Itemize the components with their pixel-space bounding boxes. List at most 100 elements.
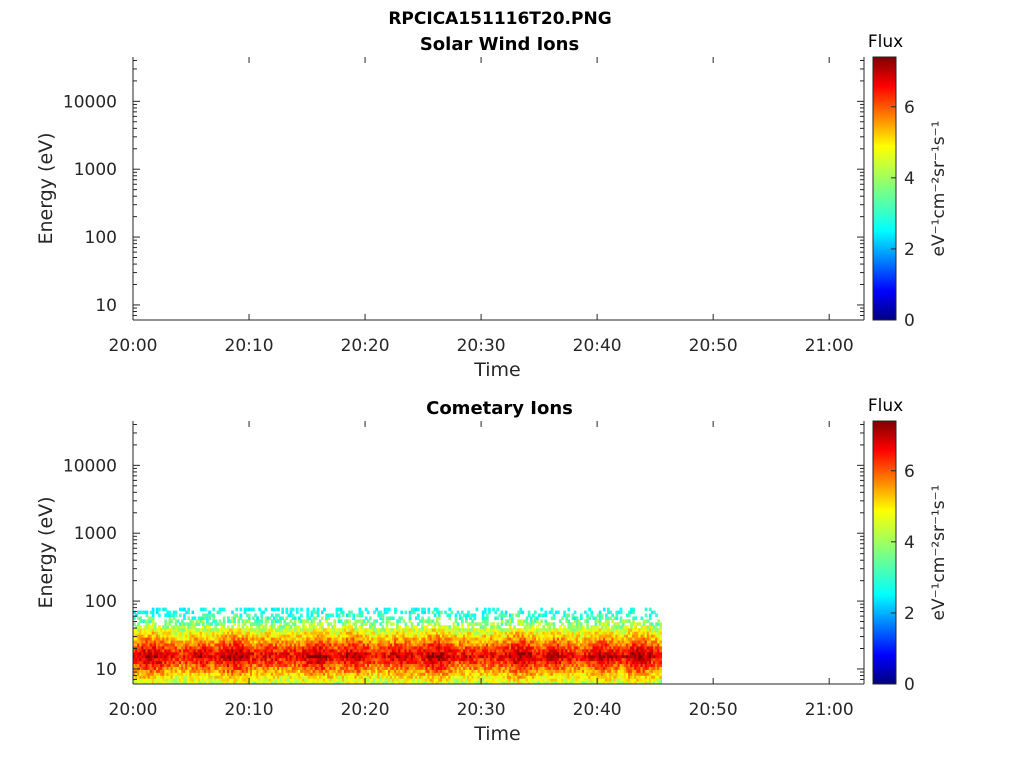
spectrogram-cell [252, 669, 255, 673]
spectrogram-cell [327, 642, 330, 647]
spectrogram-cell [542, 645, 546, 650]
spectrogram-cell [435, 616, 439, 620]
spectrogram-cell [467, 642, 470, 647]
spectrogram-cell [364, 616, 368, 620]
spectrogram-cell [155, 672, 159, 676]
spectrogram-cell [404, 639, 408, 644]
spectrogram-cell [490, 663, 493, 667]
spectrogram-cell [331, 634, 335, 638]
spectrogram-cell [229, 663, 232, 667]
spectrogram-cell [442, 663, 445, 667]
spectrogram-cell [162, 657, 165, 662]
spectrogram-cell [151, 675, 155, 679]
spectrogram-cell [398, 669, 401, 673]
spectrogram-cell [346, 672, 349, 676]
spectrogram-cell [304, 681, 307, 684]
spectrogram-cell [521, 681, 525, 684]
spectrogram-cell [199, 637, 203, 641]
spectrogram-cell [329, 634, 333, 638]
spectrogram-cell [385, 675, 389, 679]
spectrogram-cell [187, 654, 190, 659]
spectrogram-cell [348, 651, 351, 656]
spectrogram-cell [304, 672, 307, 676]
spectrogram-cell [300, 651, 303, 656]
spectrogram-cell [158, 672, 161, 676]
spectrogram-cell [582, 639, 585, 644]
spectrogram-cell [272, 657, 276, 662]
spectrogram-cell [506, 639, 510, 644]
spectrogram-cell [410, 648, 414, 653]
spectrogram-cell [586, 625, 589, 629]
spectrogram-cell [164, 631, 168, 635]
spectrogram-cell [427, 666, 431, 670]
spectrogram-cell [239, 663, 243, 667]
spectrogram-cell [534, 634, 537, 638]
spectrogram-cell [387, 666, 391, 670]
x-tick-label: 20:20 [341, 336, 390, 356]
spectrogram-cell [145, 660, 149, 665]
spectrogram-cell [352, 651, 355, 656]
spectrogram-cell [201, 634, 205, 638]
spectrogram-cell [147, 672, 151, 676]
spectrogram-cell [546, 660, 550, 665]
spectrogram-cell [193, 672, 197, 676]
spectrogram-cell [513, 669, 516, 673]
spectrogram-cell [264, 660, 268, 665]
spectrogram-cell [469, 657, 472, 662]
spectrogram-cell [433, 642, 437, 647]
spectrogram-cell [538, 631, 541, 635]
spectrogram-cell [145, 672, 149, 676]
spectrogram-cell [500, 669, 504, 673]
spectrogram-cell [508, 663, 512, 667]
spectrogram-cell [406, 651, 410, 656]
spectrogram-cell [479, 631, 483, 635]
spectrogram-cell [302, 622, 305, 626]
spectrogram-cell [181, 607, 184, 612]
spectrogram-cell [567, 628, 571, 632]
spectrogram-cell [442, 678, 445, 682]
spectrogram-cell [174, 610, 178, 615]
spectrogram-cell [396, 642, 399, 647]
spectrogram-cell [304, 639, 307, 644]
spectrogram-cell [348, 613, 351, 618]
spectrogram-cell [396, 657, 399, 662]
spectrogram-cell [275, 681, 278, 684]
spectrogram-cell [352, 631, 355, 635]
spectrogram-cell [149, 648, 153, 653]
spectrogram-cell [306, 645, 310, 650]
spectrogram-cell [586, 642, 589, 647]
spectrogram-cell [479, 666, 483, 670]
spectrogram-cell [523, 645, 527, 650]
spectrogram-cell [523, 666, 527, 670]
spectrogram-cell [181, 672, 184, 676]
spectrogram-cell [320, 654, 324, 659]
spectrogram-cell [575, 675, 579, 679]
spectrogram-cell [356, 628, 360, 632]
spectrogram-cell [448, 607, 452, 612]
spectrogram-cell [226, 625, 230, 629]
spectrogram-cell [348, 619, 351, 623]
spectrogram-cell [364, 681, 368, 684]
spectrogram-cell [354, 628, 358, 632]
spectrogram-cell [231, 637, 234, 641]
spectrogram-cell [201, 645, 205, 650]
spectrogram-cell [277, 642, 280, 647]
spectrogram-cell [352, 657, 355, 662]
spectrogram-cell [183, 631, 186, 635]
spectrogram-cell [350, 628, 353, 632]
spectrogram-cell [440, 678, 443, 682]
spectrogram-cell [421, 616, 424, 620]
spectrogram-cell [275, 628, 278, 632]
spectrogram-cell [279, 663, 282, 667]
spectrogram-cell [155, 675, 159, 679]
spectrogram-cell [208, 678, 211, 682]
spectrogram-cell [291, 663, 295, 667]
spectrogram-cell [191, 672, 195, 676]
spectrogram-cell [544, 666, 548, 670]
spectrogram-cell [224, 651, 228, 656]
spectrogram-cell [277, 607, 280, 612]
spectrogram-cell [575, 619, 579, 623]
spectrogram-cell [567, 672, 571, 676]
spectrogram-cell [579, 675, 583, 679]
spectrogram-cell [199, 675, 203, 679]
